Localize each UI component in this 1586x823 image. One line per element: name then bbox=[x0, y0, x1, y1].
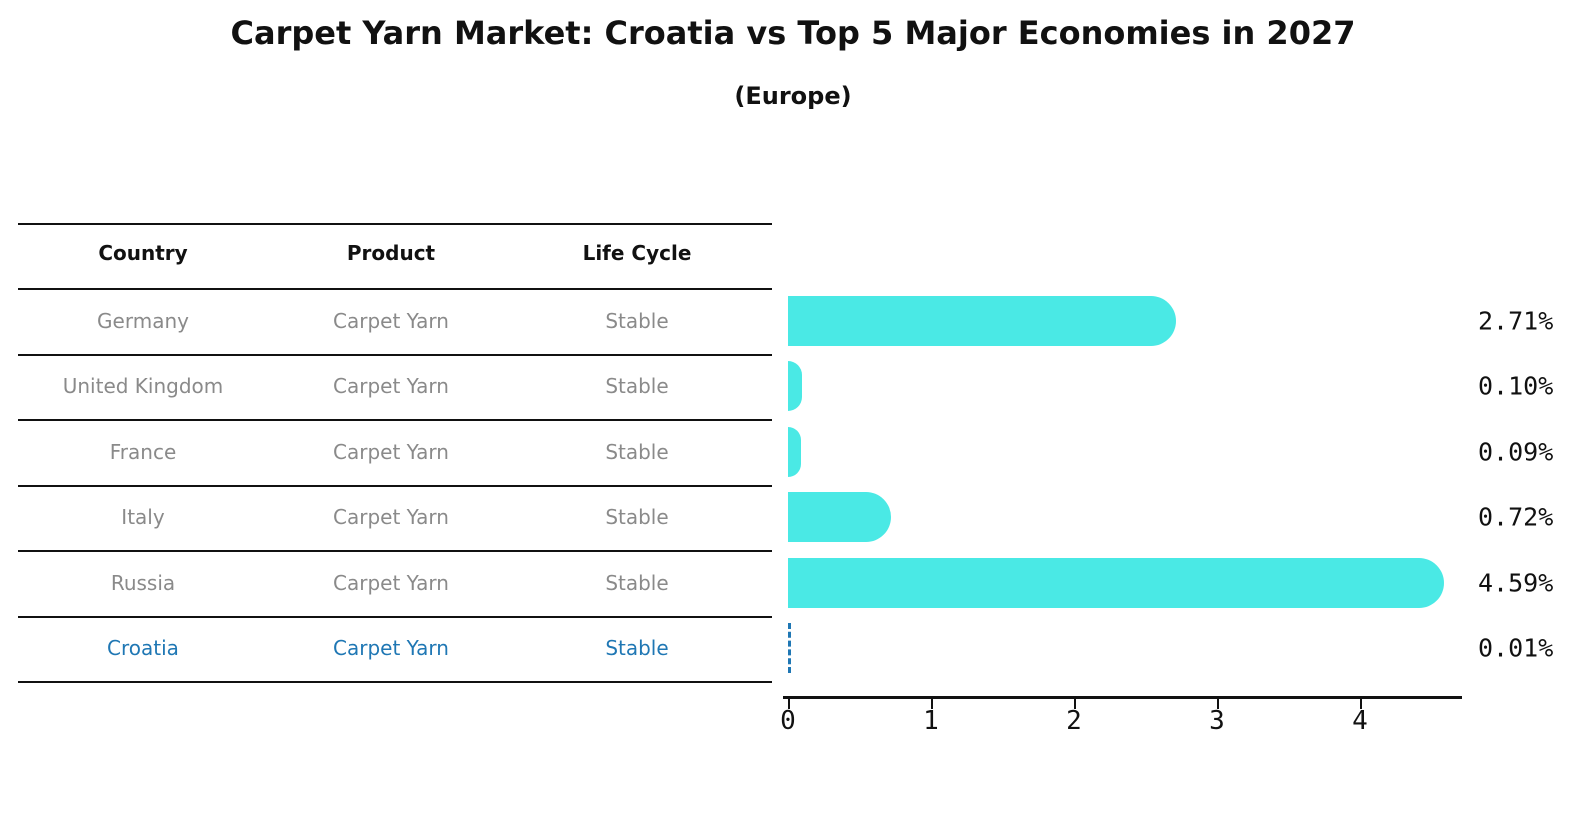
x-axis-tick-label: 2 bbox=[1066, 706, 1082, 736]
cell-country: Russia bbox=[110, 570, 176, 595]
bar-italy bbox=[788, 492, 891, 543]
cell-life-cycle: Stable bbox=[605, 570, 669, 595]
cell-life-cycle: Stable bbox=[605, 374, 669, 399]
column-header-life-cycle: Life Cycle bbox=[582, 241, 692, 265]
x-axis-tick bbox=[788, 699, 790, 709]
column-header-country: Country bbox=[98, 241, 188, 265]
bar-france bbox=[788, 426, 801, 477]
column-header-product: Product bbox=[346, 241, 436, 265]
bar-united-kingdom bbox=[788, 361, 803, 412]
chart-title: Carpet Yarn Market: Croatia vs Top 5 Maj… bbox=[230, 14, 1356, 52]
x-axis-line bbox=[783, 696, 1462, 699]
cell-product: Carpet Yarn bbox=[333, 374, 449, 399]
value-label: 0.72% bbox=[1478, 502, 1554, 532]
cell-life-cycle: Stable bbox=[605, 636, 669, 661]
value-label: 2.71% bbox=[1478, 306, 1554, 336]
x-axis-tick-label: 1 bbox=[923, 706, 939, 736]
x-axis-tick bbox=[1217, 699, 1219, 709]
bar-germany bbox=[788, 295, 1176, 346]
bar-croatia-dashed bbox=[788, 623, 793, 674]
cell-product: Carpet Yarn bbox=[333, 570, 449, 595]
x-axis-tick-label: 0 bbox=[780, 706, 796, 736]
row-separator bbox=[18, 353, 772, 356]
row-separator bbox=[18, 484, 772, 487]
cell-life-cycle: Stable bbox=[605, 439, 669, 464]
cell-country: Croatia bbox=[107, 636, 179, 661]
cell-country: France bbox=[109, 439, 177, 464]
x-axis-tick bbox=[1074, 699, 1076, 709]
row-separator bbox=[18, 615, 772, 618]
cell-product: Carpet Yarn bbox=[333, 505, 449, 530]
cell-life-cycle: Stable bbox=[605, 505, 669, 530]
bar-russia bbox=[788, 557, 1445, 608]
chart-subtitle: (Europe) bbox=[734, 82, 852, 110]
value-label: 0.10% bbox=[1478, 371, 1554, 401]
value-label: 4.59% bbox=[1478, 568, 1554, 598]
header-bottom-rule bbox=[18, 288, 772, 290]
row-separator bbox=[18, 550, 772, 552]
x-axis-tick bbox=[1360, 699, 1362, 709]
cell-country: Germany bbox=[97, 308, 189, 333]
cell-country: United Kingdom bbox=[62, 374, 224, 399]
row-separator bbox=[18, 419, 772, 421]
value-label: 0.01% bbox=[1478, 633, 1554, 663]
cell-product: Carpet Yarn bbox=[333, 636, 449, 661]
cell-product: Carpet Yarn bbox=[333, 439, 449, 464]
cell-country: Italy bbox=[121, 505, 165, 530]
cell-product: Carpet Yarn bbox=[333, 308, 449, 333]
x-axis-tick-label: 3 bbox=[1209, 706, 1225, 736]
row-separator bbox=[18, 681, 772, 683]
table-top-rule bbox=[18, 223, 772, 225]
x-axis-tick-label: 4 bbox=[1352, 706, 1368, 736]
cell-life-cycle: Stable bbox=[605, 308, 669, 333]
x-axis-tick bbox=[931, 699, 933, 709]
value-label: 0.09% bbox=[1478, 437, 1554, 467]
